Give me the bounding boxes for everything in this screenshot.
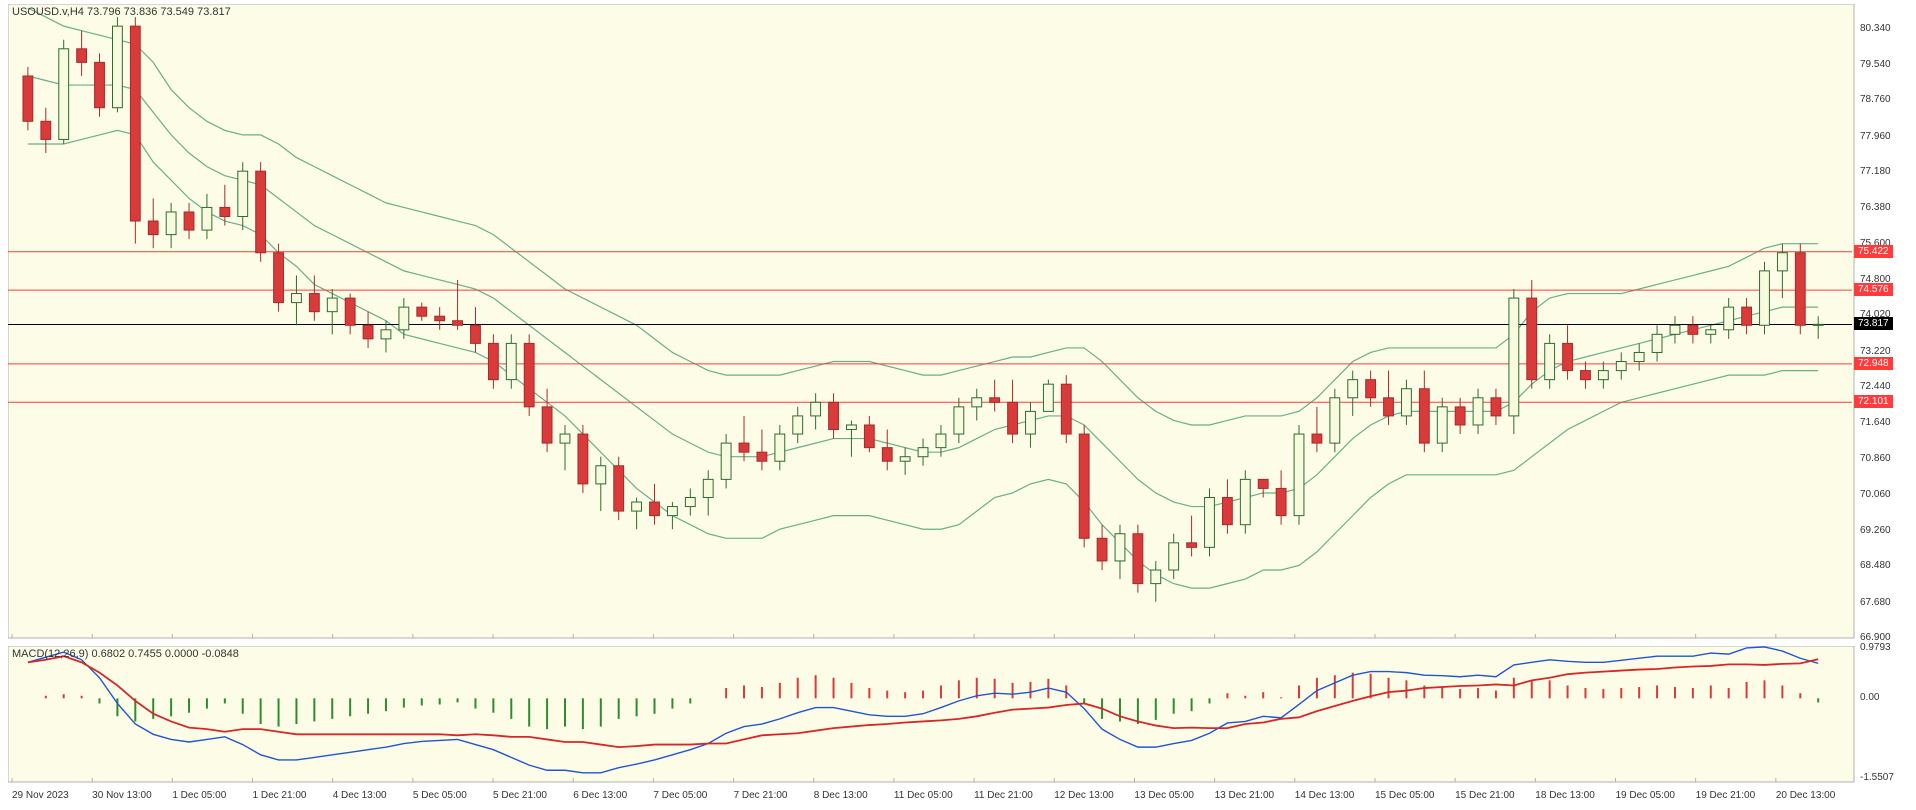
x-axis-tick-label: 29 Nov 2023 — [12, 790, 69, 801]
x-axis-tick-label: 1 Dec 21:00 — [253, 790, 307, 801]
y-axis-tick-label: 69.260 — [1860, 525, 1891, 536]
x-axis-tick-label: 8 Dec 13:00 — [814, 790, 868, 801]
chart-root: 80.34079.54078.76077.96077.18076.38075.6… — [0, 0, 1916, 798]
x-axis-tick-label: 12 Dec 13:00 — [1054, 790, 1114, 801]
macd-title: MACD(12,26,9) 0.6802 0.7455 0.0000 -0.08… — [12, 648, 239, 660]
y-axis-tick-label: 70.860 — [1860, 453, 1891, 464]
y-axis-tick-label: 76.380 — [1860, 202, 1891, 213]
macd-y-tick-label: -1.5507 — [1860, 772, 1894, 783]
macd-y-tick-label: 0.9793 — [1860, 642, 1891, 653]
x-axis-tick-label: 6 Dec 13:00 — [573, 790, 627, 801]
x-axis-tick-label: 13 Dec 05:00 — [1134, 790, 1194, 801]
price-level-tag: 72.948 — [1854, 357, 1893, 370]
x-axis-tick-label: 11 Dec 21:00 — [974, 790, 1033, 801]
price-level-tag: 74.576 — [1854, 283, 1893, 296]
x-axis-tick-label: 20 Dec 13:00 — [1776, 790, 1836, 801]
x-axis-tick-label: 5 Dec 05:00 — [413, 790, 467, 801]
y-axis-tick-label: 68.480 — [1860, 560, 1891, 571]
macd-panel[interactable]: MACD(12,26,9) 0.6802 0.7455 0.0000 -0.08… — [8, 646, 1908, 794]
y-axis-tick-label: 73.220 — [1860, 346, 1891, 357]
x-axis-tick-label: 7 Dec 05:00 — [653, 790, 707, 801]
y-axis-tick-label: 72.440 — [1860, 381, 1891, 392]
x-axis-tick-label: 19 Dec 21:00 — [1696, 790, 1756, 801]
x-axis-tick-label: 14 Dec 13:00 — [1295, 790, 1355, 801]
y-axis-tick-label: 79.540 — [1860, 59, 1891, 70]
price-level-tag: 73.817 — [1854, 317, 1893, 330]
price-level-tag: 75.422 — [1854, 245, 1893, 258]
y-axis-tick-label: 70.060 — [1860, 489, 1891, 500]
y-axis-tick-label: 67.680 — [1860, 597, 1891, 608]
x-axis-tick-label: 15 Dec 05:00 — [1375, 790, 1435, 801]
x-axis-tick-label: 30 Nov 13:00 — [92, 790, 152, 801]
x-axis: 29 Nov 2023 30 Nov 13:00 1 Dec 05:00 1 Dec … — [8, 790, 1908, 810]
price-level-tag: 72.101 — [1854, 395, 1893, 408]
x-axis-tick-label: 15 Dec 21:00 — [1455, 790, 1515, 801]
y-axis-tick-label: 71.640 — [1860, 417, 1891, 428]
x-axis-tick-label: 5 Dec 21:00 — [493, 790, 547, 801]
x-axis-tick-label: 19 Dec 05:00 — [1615, 790, 1675, 801]
y-axis-tick-label: 77.960 — [1860, 131, 1891, 142]
y-axis-tick-label: 78.760 — [1860, 94, 1891, 105]
y-axis-tick-label: 77.180 — [1860, 166, 1891, 177]
y-axis-tick-label: 80.340 — [1860, 23, 1891, 34]
main-chart-title: USOUSD.v,H4 73.796 73.836 73.549 73.817 — [12, 6, 231, 18]
x-axis-tick-label: 13 Dec 21:00 — [1215, 790, 1275, 801]
x-axis-tick-label: 18 Dec 13:00 — [1535, 790, 1595, 801]
main-chart-panel[interactable]: 80.34079.54078.76077.96077.18076.38075.6… — [8, 4, 1908, 644]
x-axis-tick-label: 11 Dec 05:00 — [894, 790, 953, 801]
x-axis-tick-label: 7 Dec 21:00 — [734, 790, 788, 801]
x-axis-tick-label: 1 Dec 05:00 — [172, 790, 226, 801]
x-axis-tick-label: 4 Dec 13:00 — [333, 790, 387, 801]
macd-y-tick-label: 0.00 — [1860, 692, 1879, 703]
